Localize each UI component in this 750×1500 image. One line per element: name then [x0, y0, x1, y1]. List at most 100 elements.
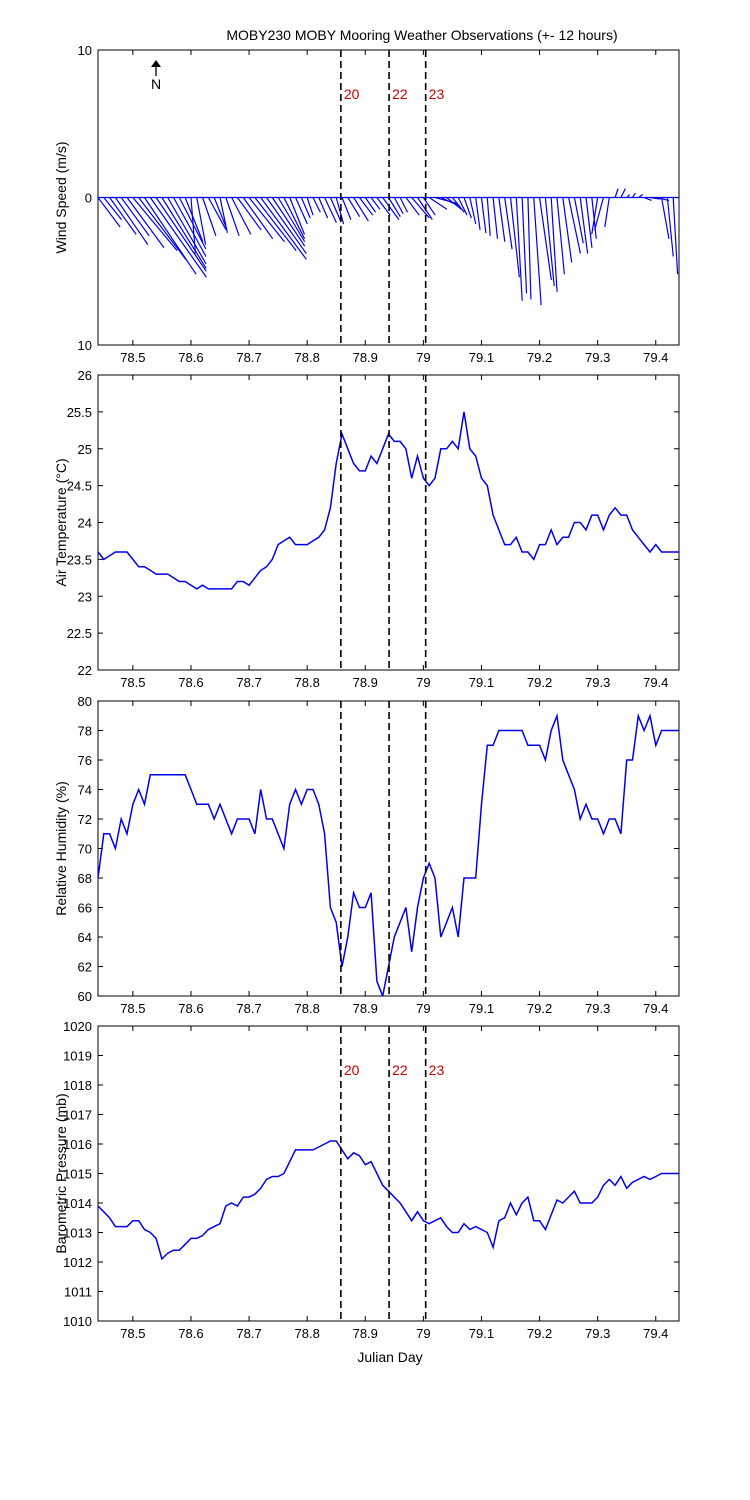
north-arrow: N [151, 60, 161, 92]
marker-label: 20 [344, 86, 360, 102]
wind-stick [277, 197, 306, 243]
wind-stick [190, 197, 196, 254]
x-tick-label: 79.4 [643, 1326, 668, 1341]
x-tick-label: 79.1 [469, 675, 494, 690]
y-tick-label: 22.5 [67, 626, 92, 641]
y-tick-label: 66 [78, 901, 92, 916]
wind-stick [666, 197, 674, 257]
y-tick-label: 23.5 [67, 552, 92, 567]
wind-stick [318, 197, 329, 219]
wind-stick [289, 197, 306, 235]
x-tick-label: 79.2 [527, 675, 552, 690]
x-tick-label: 79 [416, 1001, 430, 1016]
wind-stick [283, 197, 306, 240]
y-tick-label: 1016 [63, 1137, 92, 1152]
wind-stick [591, 197, 599, 235]
marker-label: 23 [429, 1062, 445, 1078]
wind-stick [509, 197, 520, 278]
wind-stick [620, 188, 626, 198]
x-tick-label: 79.3 [585, 1326, 610, 1341]
wind-stick [604, 197, 610, 228]
wind-stick [353, 197, 369, 222]
wind-stick [579, 197, 589, 254]
y-tick-label: 68 [78, 871, 92, 886]
wind-stick [248, 197, 285, 243]
wind-stick [660, 197, 670, 239]
x-tick-label: 79.2 [527, 1001, 552, 1016]
x-tick-label: 79.1 [469, 350, 494, 365]
wind-stick [544, 197, 555, 287]
wind-stick [242, 197, 274, 240]
wind-stick [341, 197, 352, 220]
x-tick-label: 79.3 [585, 350, 610, 365]
y-tick-label: 1020 [63, 1019, 92, 1034]
wind-stick [143, 197, 197, 275]
wind-stick [207, 197, 227, 231]
wind-stick [324, 197, 337, 223]
marker-label: 22 [392, 1062, 408, 1078]
y-tick-label: 1010 [63, 1314, 92, 1329]
wind-stick [294, 197, 308, 225]
x-tick-label: 78.9 [353, 1001, 378, 1016]
x-tick-label: 79 [416, 675, 430, 690]
y-tick-label: 1013 [63, 1226, 92, 1241]
wind-stick [225, 197, 240, 237]
wind-stick [626, 194, 631, 198]
wind-stick [271, 197, 306, 247]
x-tick-label: 78.6 [178, 350, 203, 365]
x-tick-label: 79.3 [585, 675, 610, 690]
wind-stick [486, 197, 491, 236]
y-tick-label: 25 [78, 442, 92, 457]
wind-stick [98, 197, 121, 228]
wind-stick [300, 197, 311, 219]
wind-stick [446, 197, 462, 210]
x-tick-label: 79.1 [469, 1326, 494, 1341]
x-tick-label: 78.6 [178, 675, 203, 690]
wind-stick [515, 197, 523, 301]
wind-stick [498, 197, 506, 242]
wind-stick [120, 197, 150, 237]
wind-stick [149, 197, 207, 278]
y-tick-label: 1019 [63, 1049, 92, 1064]
y-tick-label: 0 [85, 191, 92, 206]
marker-label: 20 [344, 1062, 360, 1078]
wind-stick [475, 197, 481, 231]
wind-stick [358, 197, 374, 216]
wind-stick [492, 197, 499, 239]
wind-stick [114, 197, 149, 246]
x-tick-label: 79 [416, 350, 430, 365]
x-tick-label: 78.8 [295, 675, 320, 690]
wind-stick [504, 197, 513, 250]
wind-stick [594, 197, 605, 231]
x-axis-label: Julian Day [357, 1349, 422, 1365]
y-tick-label: 78 [78, 724, 92, 739]
wind-stick [103, 197, 122, 220]
wind-stick [411, 197, 430, 219]
x-tick-label: 78.7 [236, 1001, 261, 1016]
x-tick-label: 79.2 [527, 350, 552, 365]
wind-stick [126, 197, 165, 249]
wind-stick [236, 197, 262, 231]
y-axis-label: Relative Humidity (%) [53, 781, 69, 916]
x-tick-label: 78.7 [236, 675, 261, 690]
panels: 78.5 78.6 78.7 78.8 78.9 79 79.1 79.2 79.3 79.4 10… [53, 43, 680, 1341]
wind-stick [469, 197, 477, 225]
wind-stick [562, 197, 573, 263]
wind-stick [451, 197, 465, 213]
y-tick-label: 25.5 [67, 405, 92, 420]
x-tick-label: 78.6 [178, 1326, 203, 1341]
x-tick-label: 79.4 [643, 1001, 668, 1016]
wind-stick [405, 197, 420, 216]
wind-stick [632, 192, 636, 198]
y-tick-label: 64 [78, 930, 92, 945]
x-tick-label: 78.5 [120, 675, 145, 690]
wind-stick [155, 197, 207, 272]
wind-stick [556, 197, 565, 275]
wind-stick [585, 197, 593, 248]
wind-stick [184, 197, 204, 242]
wind-stick [335, 197, 345, 225]
y-tick-label: 10 [78, 338, 92, 353]
y-tick-label: 1012 [63, 1255, 92, 1270]
y-tick-label: 60 [78, 989, 92, 1004]
